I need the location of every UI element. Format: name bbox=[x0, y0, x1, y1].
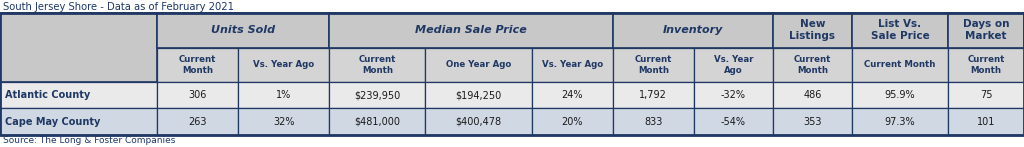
Text: 833: 833 bbox=[644, 117, 663, 127]
Bar bbox=[238, 48, 329, 82]
Bar bbox=[694, 108, 773, 135]
Bar bbox=[0, 108, 157, 135]
Text: Source: The Long & Foster Companies: Source: The Long & Foster Companies bbox=[3, 136, 175, 145]
Bar bbox=[773, 13, 852, 48]
Text: Current
Month: Current Month bbox=[968, 55, 1005, 75]
Text: Days on
Market: Days on Market bbox=[963, 19, 1010, 41]
Bar bbox=[157, 13, 329, 48]
Text: Current
Month: Current Month bbox=[635, 55, 672, 75]
Text: Inventory: Inventory bbox=[663, 25, 723, 35]
Bar bbox=[852, 48, 948, 82]
Bar bbox=[329, 108, 425, 135]
Bar bbox=[531, 48, 612, 82]
Text: Vs. Year
Ago: Vs. Year Ago bbox=[714, 55, 753, 75]
Bar bbox=[773, 108, 852, 135]
Text: Current
Month: Current Month bbox=[794, 55, 831, 75]
Text: Atlantic County: Atlantic County bbox=[5, 90, 90, 100]
Text: 32%: 32% bbox=[272, 117, 294, 127]
Bar bbox=[773, 48, 852, 82]
Text: 263: 263 bbox=[188, 117, 207, 127]
Text: $194,250: $194,250 bbox=[456, 90, 502, 100]
Bar bbox=[852, 82, 948, 108]
Text: -32%: -32% bbox=[721, 90, 745, 100]
Bar bbox=[852, 108, 948, 135]
Bar bbox=[329, 13, 612, 48]
Bar bbox=[852, 13, 948, 48]
Bar bbox=[425, 82, 531, 108]
Text: $400,478: $400,478 bbox=[456, 117, 502, 127]
Text: Units Sold: Units Sold bbox=[211, 25, 275, 35]
Bar bbox=[948, 13, 1024, 48]
Bar bbox=[694, 82, 773, 108]
Text: 353: 353 bbox=[803, 117, 821, 127]
Bar bbox=[157, 108, 238, 135]
Text: Current
Month: Current Month bbox=[179, 55, 216, 75]
Bar bbox=[0, 13, 1024, 135]
Text: 95.9%: 95.9% bbox=[885, 90, 915, 100]
Text: Vs. Year Ago: Vs. Year Ago bbox=[253, 60, 314, 69]
Text: Cape May County: Cape May County bbox=[5, 117, 100, 127]
Text: Current
Month: Current Month bbox=[358, 55, 396, 75]
Text: 1,792: 1,792 bbox=[639, 90, 668, 100]
Bar bbox=[238, 108, 329, 135]
Text: South Jersey Shore - Data as of February 2021: South Jersey Shore - Data as of February… bbox=[3, 2, 234, 12]
Bar bbox=[425, 48, 531, 82]
Text: List Vs.
Sale Price: List Vs. Sale Price bbox=[870, 19, 930, 41]
Bar bbox=[612, 82, 694, 108]
Text: New
Listings: New Listings bbox=[790, 19, 836, 41]
Text: 24%: 24% bbox=[561, 90, 583, 100]
Bar bbox=[157, 48, 238, 82]
Text: Vs. Year Ago: Vs. Year Ago bbox=[542, 60, 603, 69]
Bar bbox=[531, 82, 612, 108]
Bar bbox=[948, 82, 1024, 108]
Text: Current Month: Current Month bbox=[864, 60, 936, 69]
Text: 1%: 1% bbox=[276, 90, 291, 100]
Text: One Year Ago: One Year Ago bbox=[445, 60, 511, 69]
Text: 101: 101 bbox=[977, 117, 995, 127]
Bar bbox=[612, 13, 773, 48]
Text: Median Sale Price: Median Sale Price bbox=[415, 25, 527, 35]
Bar bbox=[329, 48, 425, 82]
Text: -54%: -54% bbox=[721, 117, 745, 127]
Bar bbox=[948, 108, 1024, 135]
Bar bbox=[612, 48, 694, 82]
Bar bbox=[157, 82, 238, 108]
Bar bbox=[694, 48, 773, 82]
Bar bbox=[948, 48, 1024, 82]
Bar bbox=[329, 82, 425, 108]
Text: $481,000: $481,000 bbox=[354, 117, 400, 127]
Bar bbox=[0, 82, 157, 108]
Bar bbox=[425, 108, 531, 135]
Bar bbox=[0, 13, 157, 82]
Text: 306: 306 bbox=[188, 90, 207, 100]
Text: 75: 75 bbox=[980, 90, 992, 100]
Text: 97.3%: 97.3% bbox=[885, 117, 915, 127]
Text: 20%: 20% bbox=[561, 117, 583, 127]
Bar bbox=[773, 82, 852, 108]
Bar bbox=[531, 108, 612, 135]
Bar bbox=[612, 108, 694, 135]
Bar bbox=[238, 82, 329, 108]
Text: $239,950: $239,950 bbox=[354, 90, 400, 100]
Text: 486: 486 bbox=[803, 90, 821, 100]
